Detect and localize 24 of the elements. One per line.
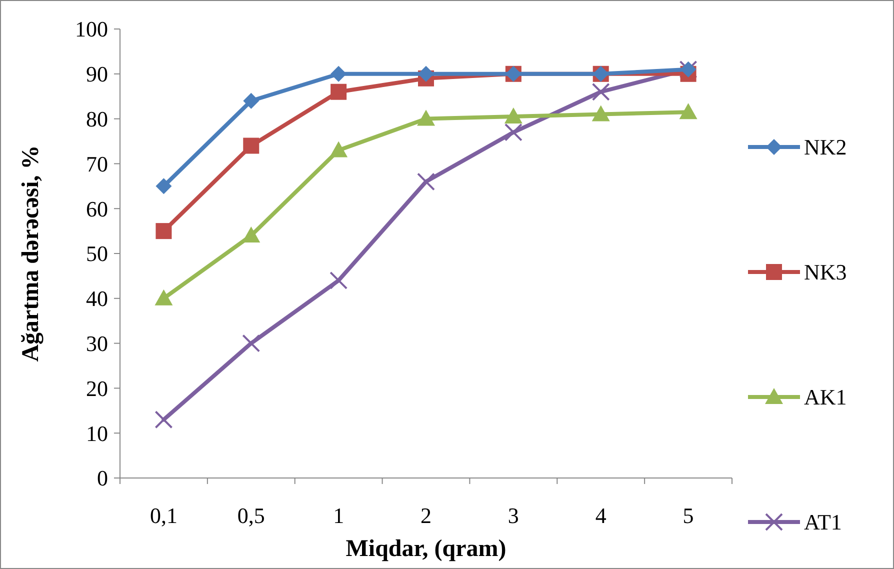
y-tick-label: 80 [86, 106, 108, 132]
x-tick-label: 5 [682, 503, 694, 528]
y-tick-label: 20 [86, 376, 108, 401]
x-tick-label: 0,5 [237, 503, 265, 528]
y-tick-label: 90 [86, 62, 108, 87]
x-tick-label: 2 [420, 503, 432, 528]
legend-label: NK3 [804, 260, 847, 285]
y-tick-label: 0 [97, 466, 108, 491]
y-tick-label: 100 [75, 16, 108, 42]
y-tick-label: 30 [86, 331, 108, 356]
y-tick-label: 40 [86, 286, 108, 312]
x-tick-label: 4 [595, 503, 606, 528]
legend-label: NK2 [804, 134, 847, 160]
y-tick-label: 60 [86, 196, 108, 222]
x-tick-label: 0,1 [150, 503, 178, 528]
y-tick-label: 50 [86, 241, 108, 266]
y-axis-title: Ağartma dərəcəsi, % [18, 145, 44, 362]
legend-label: AT1 [804, 510, 842, 535]
legend-label: AK1 [804, 384, 847, 410]
x-axis-title: Miqdar, (qram) [346, 536, 506, 562]
x-tick-label: 1 [333, 503, 344, 528]
x-tick-label: 3 [508, 503, 519, 528]
y-tick-label: 70 [86, 151, 108, 176]
y-tick-label: 10 [86, 420, 108, 446]
